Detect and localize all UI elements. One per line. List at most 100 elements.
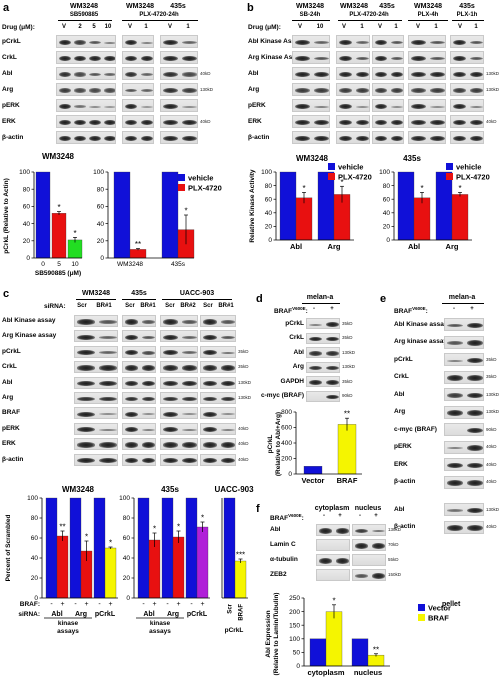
blot-band [410, 55, 427, 62]
blot-band [103, 119, 115, 126]
blot-band [467, 427, 483, 434]
blot-band [124, 88, 138, 93]
blot-band [141, 428, 155, 431]
blot-band [124, 350, 139, 356]
chart-title: UACC-903 [214, 485, 254, 494]
significance-star: * [85, 533, 88, 542]
lane-label: 1 [394, 24, 398, 30]
blot-strip [160, 99, 198, 112]
blot-band [124, 365, 139, 371]
group-underline [122, 299, 156, 300]
pellet-label: pellet [442, 601, 461, 608]
blot-band [313, 135, 329, 142]
group-header: 435s [459, 3, 475, 10]
blot-band [338, 103, 353, 110]
blot-band [325, 322, 339, 327]
row-label: Arg Kinase Assay [248, 53, 304, 61]
y-tick-label: 250 [289, 595, 300, 602]
kd-marker: 90kD [342, 393, 353, 398]
blot-band [162, 119, 179, 126]
row-label: Abl [248, 69, 259, 77]
group-underline [162, 299, 232, 300]
blot-band [374, 39, 388, 46]
x-tick-label: pCrkL [187, 611, 208, 618]
blot-band [202, 350, 218, 356]
y-tick-label: 0 [126, 595, 130, 602]
blot-strip [160, 330, 198, 343]
blot-band [181, 396, 197, 402]
blot-band [452, 135, 467, 142]
kd-marker: 150kD [388, 572, 402, 577]
blot-strip [444, 405, 484, 419]
bar [309, 638, 327, 667]
row-label: β-actin [248, 133, 270, 141]
panel-letter-f: f [256, 503, 260, 515]
kd-marker: 35kD [342, 378, 353, 384]
blot-strip [74, 407, 118, 420]
significance-star: *** [236, 551, 245, 560]
blot-strip [352, 554, 386, 566]
row-label: Arg Kinase assay [2, 332, 57, 340]
blot-band [88, 72, 101, 77]
lane-label: Scr [77, 303, 87, 309]
group-header: WM3248 [81, 290, 110, 297]
blot-band [325, 365, 339, 371]
braf-sign: - [98, 601, 101, 608]
blot-strip [450, 35, 484, 48]
blot-band [58, 71, 71, 78]
blot-band [140, 89, 153, 92]
kd-marker: 90kD [486, 426, 497, 432]
braf-label: BRAFV600E: [274, 306, 308, 316]
lane-label: V [127, 24, 132, 30]
blot-band [202, 427, 218, 433]
blot-band [202, 457, 218, 464]
row-label: ERK [2, 440, 16, 448]
y-tick-label: 80 [31, 515, 39, 522]
lane-label: - [453, 306, 455, 312]
blot-band [88, 88, 101, 93]
group-label: kinase [150, 620, 171, 627]
blot-band [429, 88, 445, 93]
blot-strip [336, 67, 370, 80]
blot-strip [122, 51, 154, 64]
blot-strip [408, 115, 446, 128]
y-tick-label: 0 [268, 237, 272, 244]
blot-band [220, 351, 235, 354]
blot-band [469, 56, 483, 61]
panel-letter-c: c [3, 288, 10, 300]
blot-band [371, 543, 385, 549]
y-tick-label: 400 [281, 440, 292, 447]
blot-band [374, 55, 388, 62]
kd-marker: 130kD [486, 86, 499, 92]
lane-label: 1 [474, 24, 478, 30]
bar [413, 197, 431, 241]
blot-band [202, 365, 218, 371]
blot-strip [336, 99, 370, 112]
blot-strip [200, 345, 236, 358]
blot-strip [200, 315, 236, 327]
blot-band [162, 334, 179, 341]
lane-label: Scr [165, 303, 175, 309]
blot-strip [306, 376, 340, 387]
lane-label: Scr [125, 303, 135, 309]
lane-label: 5 [92, 24, 96, 30]
kd-marker: 130kD [486, 506, 499, 512]
bar [234, 560, 247, 599]
blot-strip [200, 376, 236, 389]
row-label: Abl Kinase assay [394, 320, 448, 328]
kd-marker: 35kD [342, 335, 353, 340]
row-label: Abl Kinase assay [2, 317, 56, 324]
bar [317, 171, 335, 241]
group-header: WM3248 [125, 3, 154, 10]
blot-strip [200, 438, 236, 451]
blot-band [452, 103, 467, 110]
blot-band [355, 135, 369, 142]
y-tick-label: 100 [261, 169, 272, 176]
kd-marker: 40kD [238, 425, 249, 431]
y-tick-label: 100 [119, 495, 130, 502]
blot-strip [122, 453, 156, 466]
blot-band [73, 55, 86, 62]
significance-star: ** [344, 410, 350, 419]
chart-title: 435s [161, 485, 179, 494]
blot-band [124, 442, 139, 448]
